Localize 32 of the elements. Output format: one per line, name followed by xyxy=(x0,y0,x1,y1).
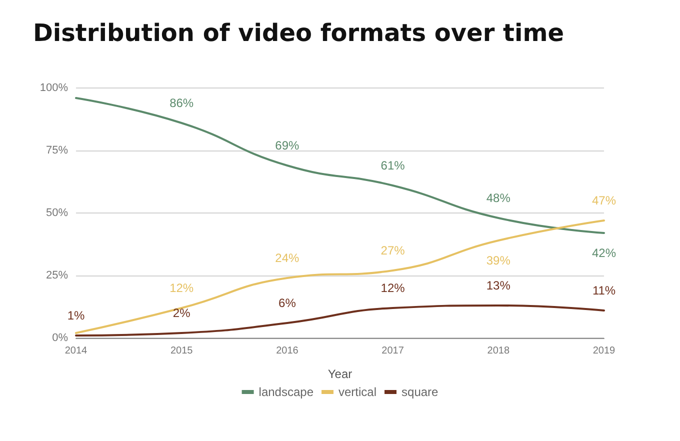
x-tick-label: 2017 xyxy=(382,346,404,356)
data-label: 86% xyxy=(170,96,194,110)
data-label: 13% xyxy=(486,278,511,292)
data-label: 2% xyxy=(172,306,191,320)
y-tick-label: 0% xyxy=(52,332,68,344)
data-label: 27% xyxy=(380,244,406,258)
data-label: 12% xyxy=(170,281,194,295)
x-tick-label: 2016 xyxy=(276,346,299,356)
y-tick-label: 75% xyxy=(46,144,68,156)
legend-label: square xyxy=(402,385,439,399)
x-tick-label: 2015 xyxy=(170,346,194,356)
data-label: 1% xyxy=(67,308,85,322)
legend-label: vertical xyxy=(338,385,377,399)
data-label: 47% xyxy=(592,194,616,208)
data-label: 69% xyxy=(275,138,300,152)
chart-title: Distribution of video formats over time xyxy=(33,19,564,47)
data-label: 6% xyxy=(278,296,296,310)
data-label: 61% xyxy=(380,158,406,172)
y-tick-label: 50% xyxy=(46,207,68,219)
data-label: 11% xyxy=(592,284,616,298)
data-label: 42% xyxy=(592,246,616,260)
x-axis-title: Year xyxy=(328,367,352,381)
data-label: 12% xyxy=(380,281,406,295)
y-tick-label: 25% xyxy=(46,270,68,282)
x-tick-label: 2014 xyxy=(64,346,88,356)
x-tick-label: 2019 xyxy=(592,346,616,356)
y-tick-label: 100% xyxy=(40,82,68,94)
legend-label: landscape xyxy=(258,385,314,399)
data-label: 24% xyxy=(275,251,300,265)
data-label: 48% xyxy=(486,191,511,205)
x-tick-label: 2018 xyxy=(487,346,510,356)
data-label: 39% xyxy=(486,254,511,268)
